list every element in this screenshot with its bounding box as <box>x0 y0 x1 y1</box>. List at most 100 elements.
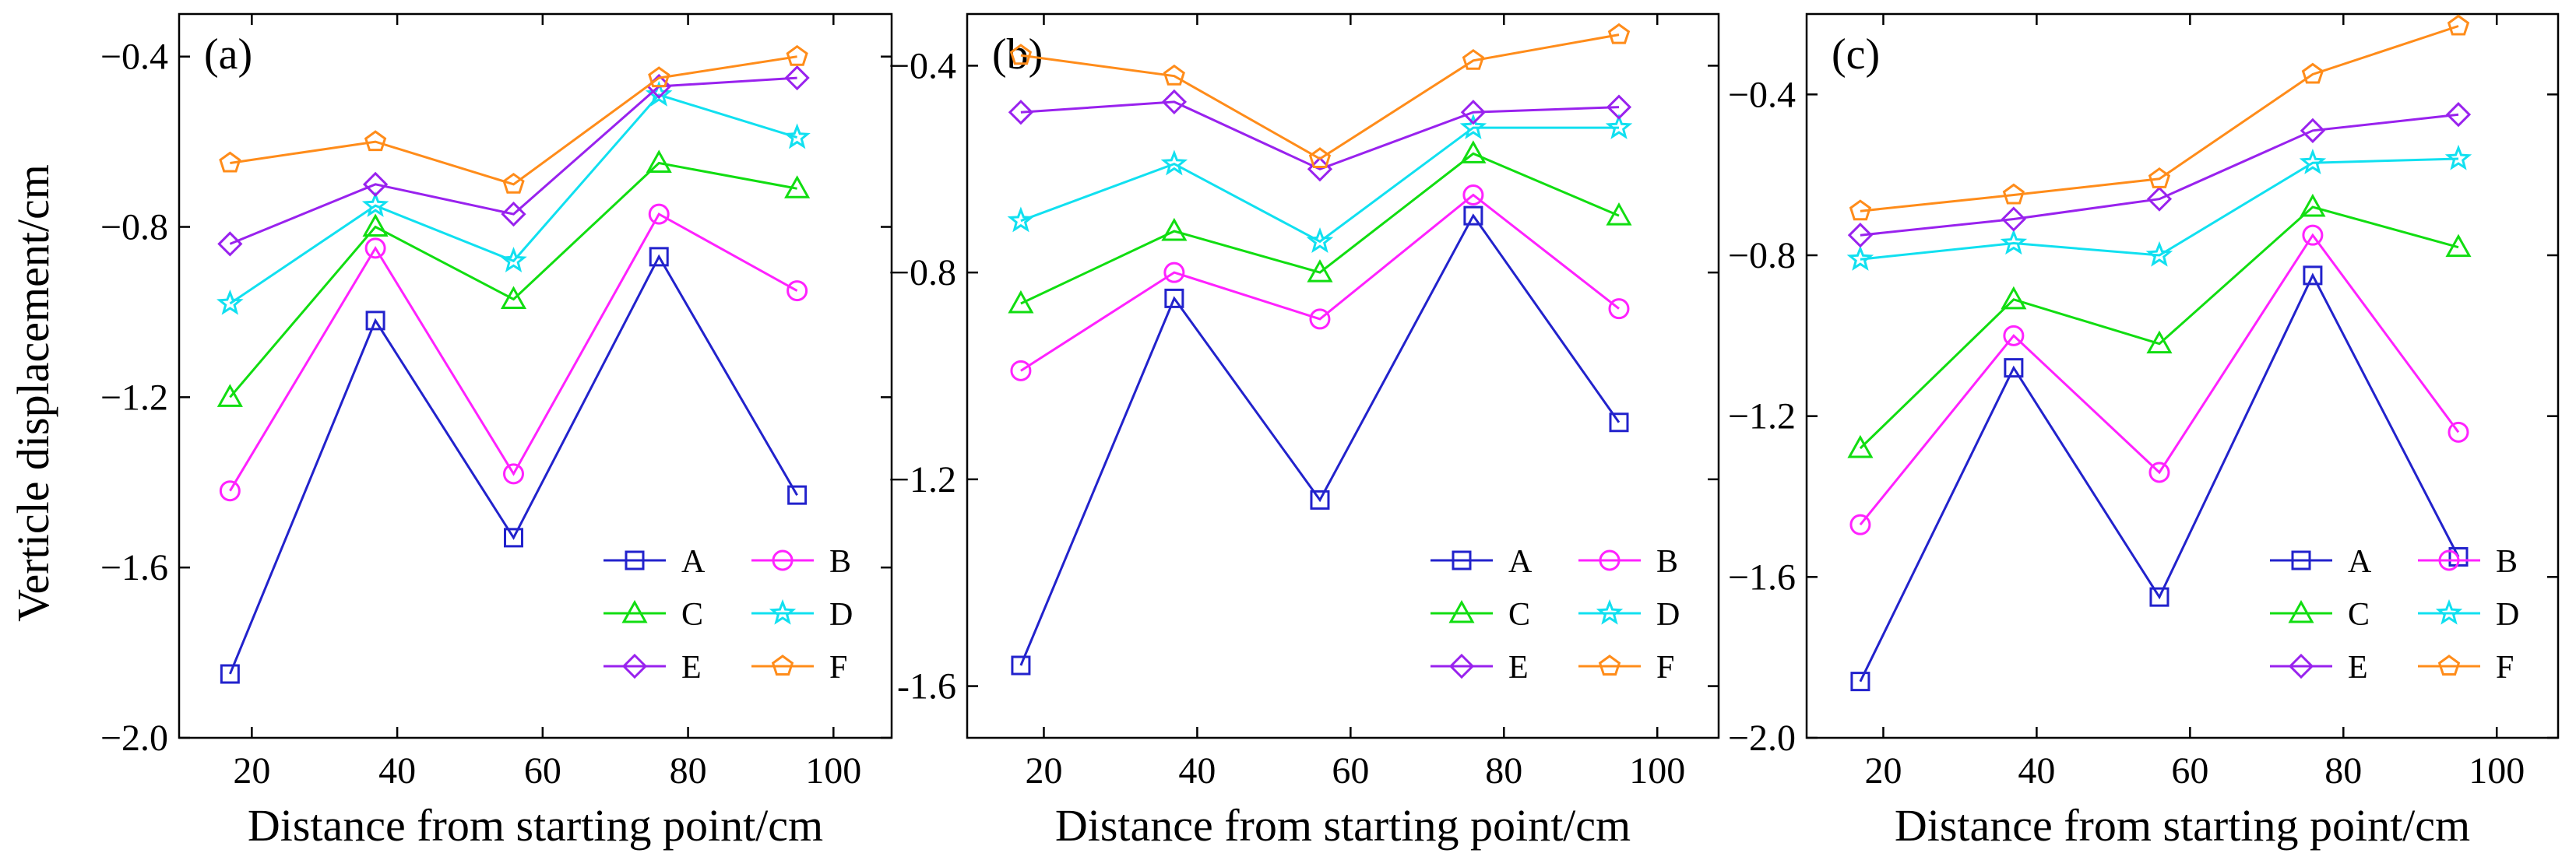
y-tick-label: -1.6 <box>897 666 956 707</box>
legend-marker-d <box>769 598 797 625</box>
x-tick-label: 100 <box>1629 750 1685 792</box>
legend-label-a: A <box>2348 544 2372 580</box>
y-tick-label: −0.4 <box>889 45 956 86</box>
data-point-c <box>1307 259 1333 283</box>
data-point-a <box>1463 205 1483 226</box>
data-point-d <box>2145 240 2173 267</box>
data-point-c <box>2001 286 2027 310</box>
series-line-a <box>1019 213 1621 666</box>
series-line-f <box>1860 25 2459 212</box>
series-line-c <box>1859 205 2459 450</box>
data-point-e <box>1460 100 1487 125</box>
legend-marker-f <box>771 655 794 676</box>
data-point-a <box>2004 358 2024 378</box>
data-point-b <box>2003 325 2025 346</box>
plot-frame <box>178 12 893 739</box>
data-point-b <box>1010 360 1032 381</box>
data-point-e <box>2300 118 2326 143</box>
y-tick-label: −2.0 <box>100 718 168 759</box>
data-point-b <box>1608 298 1630 320</box>
legend-label-b: B <box>2496 544 2518 580</box>
data-point-d <box>1306 227 1334 253</box>
data-point-a <box>1310 490 1330 510</box>
data-point-f <box>1009 44 1033 65</box>
x-tick-label: 100 <box>805 750 861 792</box>
data-point-c <box>362 213 389 237</box>
data-point-b <box>364 237 386 259</box>
data-point-f <box>1308 147 1332 168</box>
legend-marker-d <box>2435 598 2463 625</box>
data-point-c <box>784 175 811 198</box>
series-line-b <box>1020 193 1620 372</box>
x-tick-label: 40 <box>2018 750 2055 792</box>
series-line-e <box>1020 100 1620 170</box>
data-point-b <box>787 280 808 302</box>
series-line-c <box>1020 152 1620 305</box>
data-point-a <box>787 485 808 505</box>
legend-label-c: C <box>1508 597 1530 633</box>
x-tick-label: 80 <box>670 750 707 792</box>
plot-frame <box>1805 12 2560 739</box>
data-point-a <box>220 664 240 684</box>
data-point-d <box>1459 113 1487 139</box>
data-point-f <box>1607 23 1631 44</box>
series-line-e <box>1860 113 2459 237</box>
series-line-a <box>229 254 798 675</box>
data-point-b <box>502 463 524 485</box>
legend-marker-c <box>2288 599 2314 623</box>
panel-label: (c) <box>1832 30 1880 79</box>
data-point-f <box>648 66 670 88</box>
legend-label-b: B <box>1656 544 1678 580</box>
data-point-a <box>503 528 523 548</box>
x-axis-label: Distance from starting point/cm <box>248 800 823 851</box>
legend-label-f: F <box>829 650 847 686</box>
data-point-f <box>786 44 808 66</box>
x-tick-label: 60 <box>524 750 561 792</box>
data-point-f <box>2002 183 2025 205</box>
data-point-e <box>1161 89 1187 115</box>
data-point-b <box>1163 262 1185 283</box>
x-tick-label: 80 <box>1485 750 1522 792</box>
chart-panel: 20 40 60 80 100 −2.0 −1.6 −1.2 −0.8 −0.4 (c) Distan… <box>1728 12 2560 851</box>
data-point-e <box>1847 223 1874 248</box>
legend-marker-c <box>1448 599 1475 623</box>
legend-marker-f <box>1598 655 1621 676</box>
data-point-a <box>1850 672 1870 692</box>
data-point-a <box>1609 412 1629 433</box>
legend-marker-f <box>2437 655 2461 676</box>
legend-marker-c <box>621 599 648 623</box>
data-point-c <box>2300 193 2326 217</box>
x-axis-label: Distance from starting point/cm <box>1895 800 2470 851</box>
data-point-b <box>1462 184 1484 205</box>
data-point-f <box>2148 167 2171 188</box>
panel-label: (b) <box>992 30 1043 79</box>
data-point-a <box>1164 288 1184 308</box>
series-line-b <box>229 212 798 492</box>
series-line-e <box>229 76 797 245</box>
y-tick-label: −0.4 <box>1728 74 1796 115</box>
legend-marker-e <box>621 653 648 679</box>
data-point-c <box>1161 217 1188 241</box>
y-tick-label: −1.2 <box>889 459 956 500</box>
data-point-e <box>1008 100 1034 125</box>
data-point-c <box>646 149 672 173</box>
data-point-e <box>2001 206 2026 232</box>
legend-label-c: C <box>2348 597 2370 633</box>
data-point-e <box>784 65 810 91</box>
data-point-d <box>645 80 673 107</box>
y-tick-label: −0.8 <box>100 207 168 248</box>
x-tick-label: 60 <box>1332 750 1369 792</box>
data-point-d <box>783 123 811 149</box>
legend-marker-e <box>1448 653 1475 679</box>
data-point-c <box>1460 140 1487 163</box>
legend-marker-b <box>772 549 794 571</box>
legend-label-a: A <box>681 544 706 580</box>
data-point-d <box>1007 206 1035 233</box>
data-point-d <box>2444 144 2472 170</box>
y-tick-label: −1.6 <box>100 547 168 588</box>
y-tick-label: −0.8 <box>1728 235 1796 276</box>
data-point-c <box>1847 434 1874 458</box>
data-point-c <box>1008 290 1034 314</box>
x-tick-label: 40 <box>1178 750 1216 792</box>
